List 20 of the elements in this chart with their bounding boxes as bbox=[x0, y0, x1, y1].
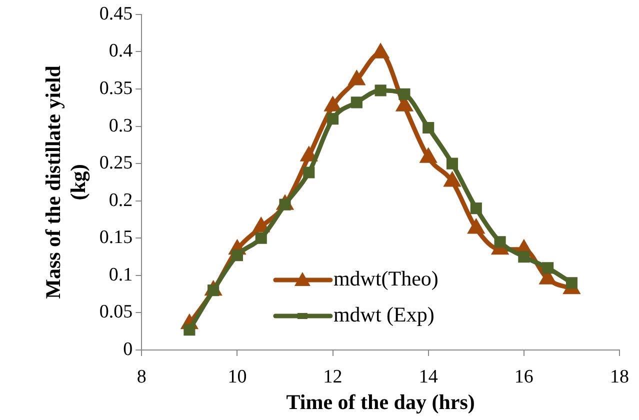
x-tick-label: 10 bbox=[228, 366, 247, 388]
x-axis-title: Time of the day (hrs) bbox=[286, 390, 475, 414]
y-tick-label: 0.15 bbox=[99, 227, 133, 248]
y-tick-label: 0.1 bbox=[108, 264, 133, 286]
x-tick-label: 18 bbox=[610, 366, 629, 388]
legend-label: mdwt (Exp) bbox=[333, 302, 434, 327]
x-tick-label: 12 bbox=[323, 366, 342, 388]
y-tick-label: 0.35 bbox=[99, 78, 133, 99]
x-tick-label: 16 bbox=[514, 366, 534, 388]
y-tick-label: 0.25 bbox=[99, 152, 133, 174]
y-axis-title: Mass of the distillate yield (kg) bbox=[41, 65, 90, 299]
legend-label: mdwt(Theo) bbox=[333, 266, 438, 291]
y-tick-label: 0.45 bbox=[99, 3, 133, 24]
x-tick-label: 8 bbox=[136, 366, 146, 388]
y-tick-label: 0.05 bbox=[99, 302, 133, 323]
y-tick-label: 0.4 bbox=[108, 40, 134, 62]
y-tick-label: 0.3 bbox=[108, 115, 133, 136]
x-tick-label: 14 bbox=[418, 366, 438, 388]
y-tick-label: 0 bbox=[123, 338, 133, 360]
y-tick-label: 0.2 bbox=[108, 190, 133, 211]
